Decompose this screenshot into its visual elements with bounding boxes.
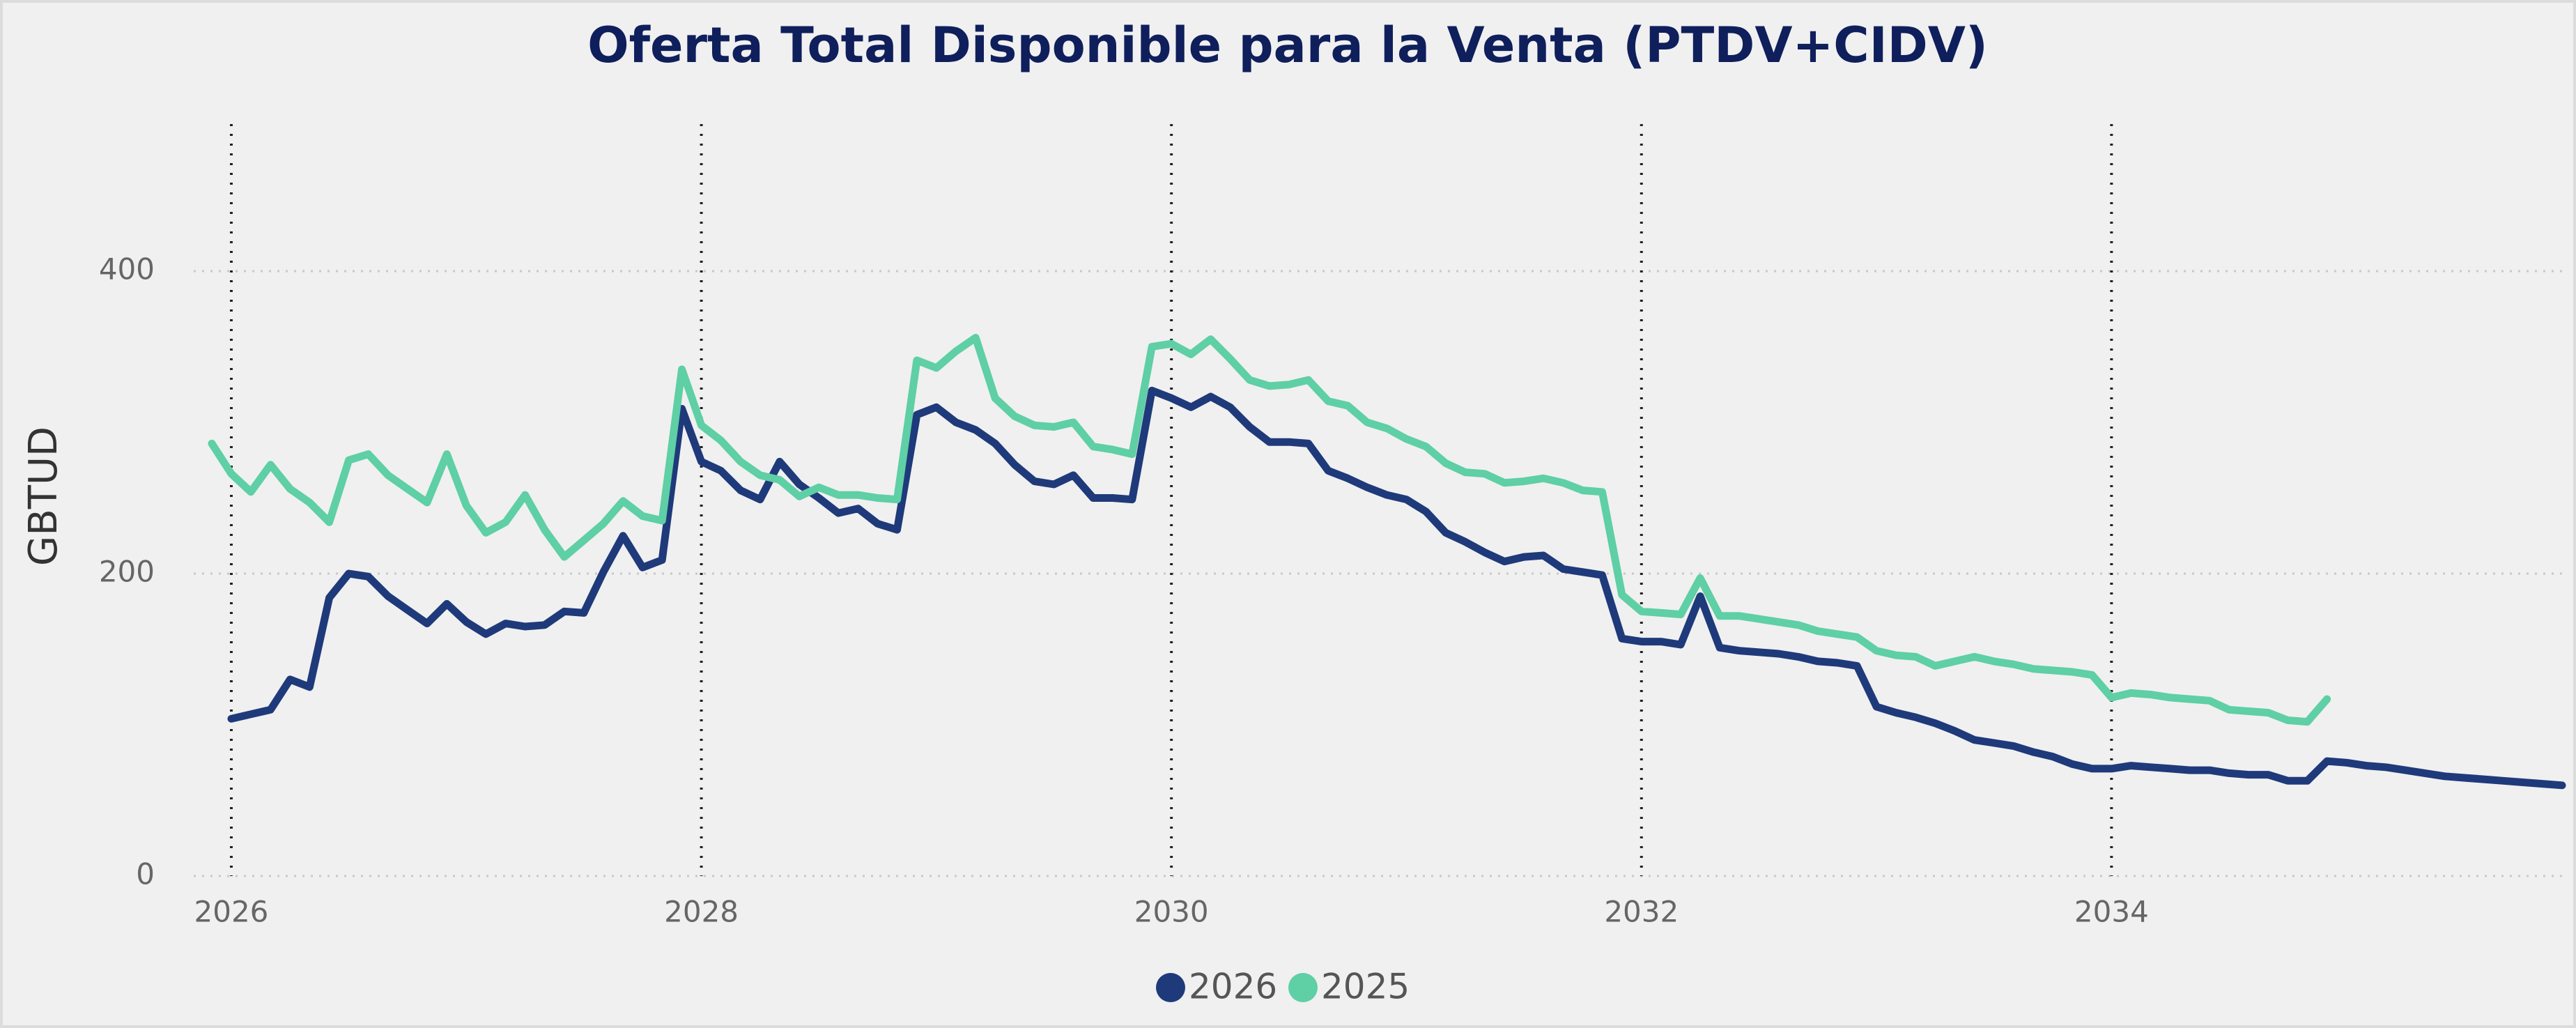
x-tick-label: 2032 xyxy=(1604,895,1679,929)
legend-marker xyxy=(1156,973,1185,1002)
legend-label: 2025 xyxy=(1321,967,1410,1007)
y-tick-label: 0 xyxy=(136,857,155,891)
y-tick-label: 400 xyxy=(99,252,155,286)
legend-label: 2026 xyxy=(1189,967,1277,1007)
y-tick-label: 200 xyxy=(99,555,155,589)
x-tick-label: 2030 xyxy=(1134,895,1209,929)
x-tick-label: 2034 xyxy=(2074,895,2149,929)
x-tick-label: 2026 xyxy=(194,895,269,929)
legend-marker xyxy=(1288,973,1318,1002)
series-line xyxy=(208,334,2331,726)
series-line xyxy=(227,386,2566,790)
x-tick-label: 2028 xyxy=(664,895,739,929)
chart-title: Oferta Total Disponible para la Venta (P… xyxy=(587,17,1988,74)
y-axis-label: GBTUD xyxy=(21,427,66,566)
